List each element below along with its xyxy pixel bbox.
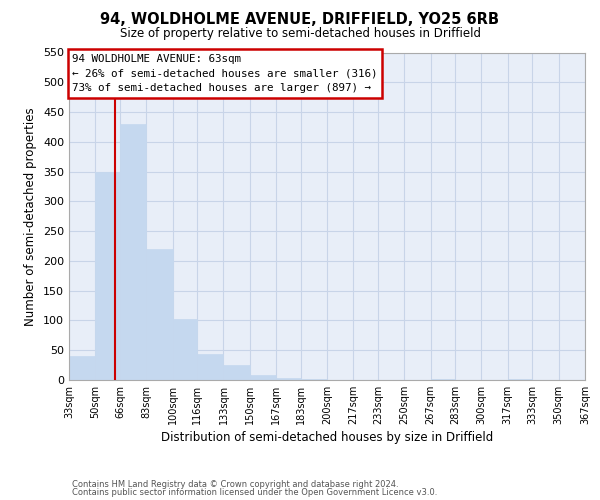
Bar [120, 124, 146, 380]
Bar [146, 249, 173, 380]
Y-axis label: Number of semi-detached properties: Number of semi-detached properties [25, 107, 37, 326]
Bar [95, 172, 120, 380]
Bar [276, 378, 301, 380]
Text: 94 WOLDHOLME AVENUE: 63sqm
← 26% of semi-detached houses are smaller (316)
73% o: 94 WOLDHOLME AVENUE: 63sqm ← 26% of semi… [72, 54, 377, 94]
Bar [431, 379, 455, 380]
Bar [508, 379, 532, 380]
Bar [69, 356, 95, 380]
Text: Contains HM Land Registry data © Crown copyright and database right 2024.: Contains HM Land Registry data © Crown c… [72, 480, 398, 489]
Bar [301, 379, 327, 380]
Bar [173, 318, 197, 380]
Text: Size of property relative to semi-detached houses in Driffield: Size of property relative to semi-detach… [119, 28, 481, 40]
Bar [197, 354, 223, 380]
Text: 94, WOLDHOLME AVENUE, DRIFFIELD, YO25 6RB: 94, WOLDHOLME AVENUE, DRIFFIELD, YO25 6R… [101, 12, 499, 28]
Bar [223, 365, 250, 380]
Bar [250, 375, 276, 380]
Text: Contains public sector information licensed under the Open Government Licence v3: Contains public sector information licen… [72, 488, 437, 497]
X-axis label: Distribution of semi-detached houses by size in Driffield: Distribution of semi-detached houses by … [161, 431, 493, 444]
